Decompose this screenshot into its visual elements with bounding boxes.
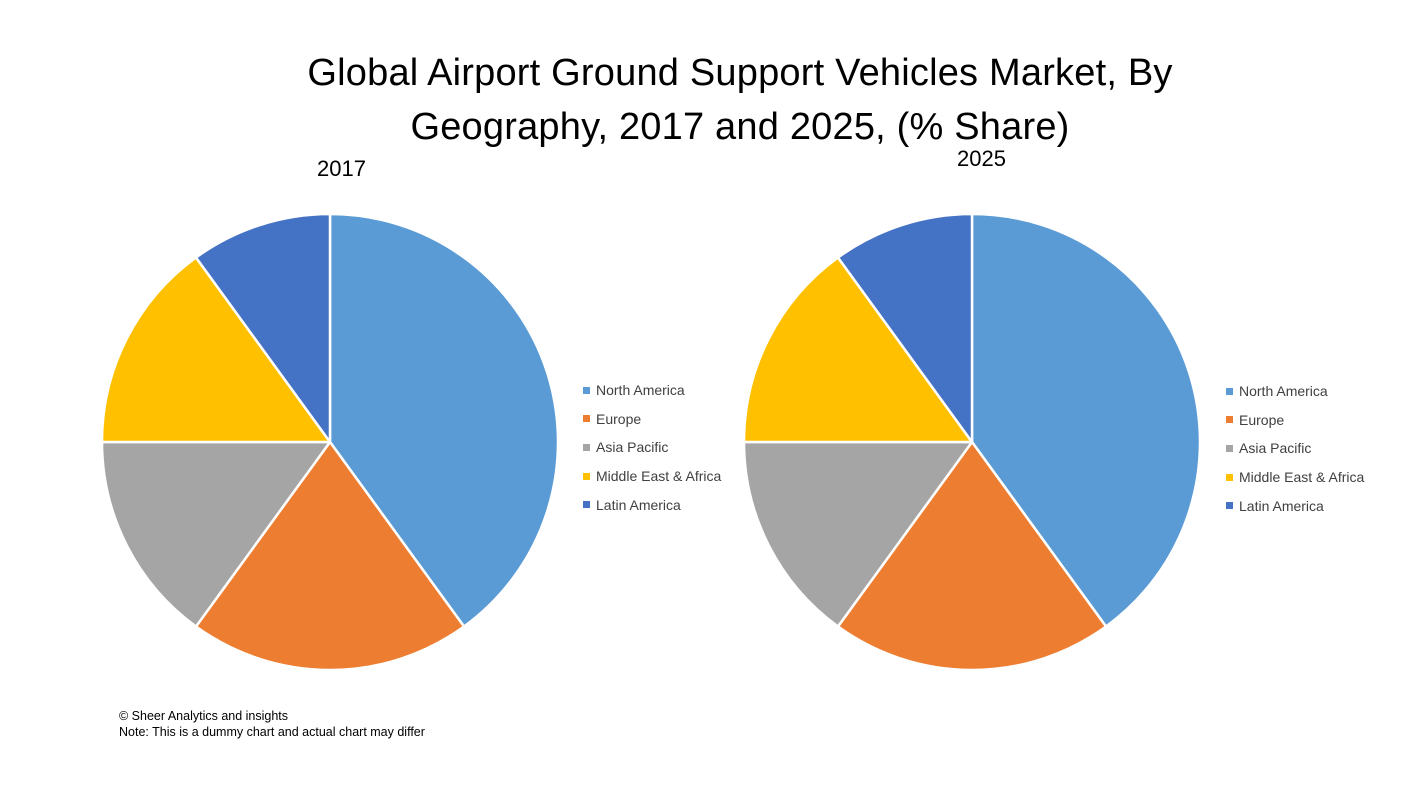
disclaimer-note: Note: This is a dummy chart and actual c…: [119, 725, 425, 739]
main-title: Global Airport Ground Support Vehicles M…: [0, 46, 1416, 154]
pie-slice-north-america: [328, 212, 560, 628]
legend-label: North America: [596, 382, 685, 399]
pie-slice-middle-east-and-africa: [100, 256, 332, 444]
legend-swatch: [583, 472, 590, 480]
legend-item-north-america: North America: [1226, 377, 1364, 406]
pie-slice-latin-america: [836, 212, 974, 444]
legend-2025: North America Europe Asia Pacific Middle Ea…: [1226, 377, 1364, 520]
copyright-text: © Sheer Analytics and insights: [119, 709, 289, 723]
legend-2017: North America Europe Asia Pacific Middle Ea…: [583, 376, 721, 519]
legend-label: Latin America: [1239, 497, 1324, 514]
main-title-line-1: Global Airport Ground Support Vehicles M…: [307, 52, 1173, 94]
legend-swatch: [583, 443, 590, 451]
pie-slice-middle-east-and-africa: [742, 256, 974, 444]
legend-item-latin-america: Latin America: [1226, 491, 1364, 520]
legend-swatch: [1226, 416, 1233, 424]
legend-label: Asia Pacific: [1239, 440, 1312, 457]
legend-swatch: [583, 386, 590, 394]
legend-item-europe: Europe: [1226, 406, 1364, 435]
legend-swatch: [1226, 444, 1233, 452]
legend-swatch: [1226, 473, 1233, 481]
pie-slice-europe: [194, 440, 466, 672]
pie-chart-2025: [742, 212, 1202, 672]
legend-label: Asia Pacific: [596, 439, 669, 456]
pie-slice-europe: [836, 440, 1108, 672]
legend-item-europe: Europe: [583, 405, 721, 434]
chart-title-2025: 2025: [957, 146, 1006, 171]
legend-label: Middle East & Africa: [596, 468, 722, 485]
pie-slice-north-america: [970, 212, 1202, 628]
legend-label: Latin America: [596, 496, 681, 513]
main-title-line-2: Geography, 2017 and 2025, (% Share): [410, 106, 1070, 148]
legend-swatch: [583, 501, 590, 509]
legend-swatch: [1226, 387, 1233, 395]
chart-title-2017: 2017: [317, 156, 366, 181]
pie-slice-asia-pacific: [100, 440, 332, 628]
legend-label: Europe: [1239, 411, 1285, 428]
legend-label: North America: [1239, 383, 1328, 400]
pie-chart-2017: [100, 212, 560, 672]
legend-item-asia-pacific: Asia Pacific: [1226, 434, 1364, 463]
pie-slice-asia-pacific: [742, 440, 974, 628]
legend-item-north-america: North America: [583, 376, 721, 405]
legend-label: Europe: [596, 410, 642, 427]
legend-item-middle-east-and-africa: Middle East & Africa: [1226, 463, 1364, 492]
legend-swatch: [1226, 502, 1233, 510]
legend-label: Middle East & Africa: [1239, 469, 1365, 486]
footer: © Sheer Analytics and insights Note: Thi…: [119, 708, 425, 740]
pie-slice-latin-america: [194, 212, 332, 444]
legend-item-asia-pacific: Asia Pacific: [583, 433, 721, 462]
legend-item-latin-america: Latin America: [583, 490, 721, 519]
legend-swatch: [583, 415, 590, 423]
legend-item-middle-east-and-africa: Middle East & Africa: [583, 462, 721, 491]
